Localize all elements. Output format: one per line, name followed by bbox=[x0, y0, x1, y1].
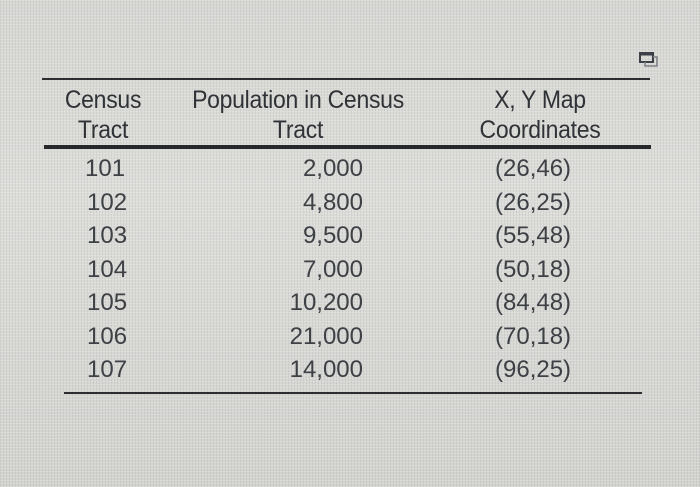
cell-population: 10,200 bbox=[289, 289, 363, 316]
cell-population: 14,000 bbox=[289, 356, 363, 383]
cell-tract: 107 bbox=[87, 356, 128, 383]
cell-population: 4,800 bbox=[302, 188, 363, 216]
cell-coordinates: (96,25) bbox=[495, 356, 572, 383]
cell-population: 2,000 bbox=[302, 155, 363, 182]
cell-tract: 105 bbox=[87, 289, 128, 316]
cell-coordinates: (55,48) bbox=[495, 222, 572, 249]
expand-window-icon[interactable] bbox=[639, 52, 659, 68]
header-line: Census bbox=[64, 86, 142, 114]
header-census-tract: Census Tract bbox=[52, 85, 153, 145]
cell-coordinates: (26,25) bbox=[495, 188, 572, 216]
column-population: 2,000 4,800 9,500 7,000 10,200 21,000 14… bbox=[255, 152, 363, 387]
header-line: Coordinates bbox=[479, 116, 601, 144]
cell-tract: 104 bbox=[87, 255, 128, 283]
table-bottom-rule bbox=[64, 392, 642, 394]
header-line: Population in Census bbox=[192, 86, 404, 114]
cell-tract: 106 bbox=[87, 322, 128, 350]
cell-population: 9,500 bbox=[302, 222, 363, 249]
table-top-rule bbox=[42, 78, 650, 80]
header-line: Tract bbox=[77, 116, 129, 144]
cell-tract: 101 bbox=[85, 155, 126, 182]
cell-coordinates: (26,46) bbox=[495, 155, 572, 182]
column-coordinates: (26,46) (26,25) (55,48) (50,18) (84,48) … bbox=[495, 152, 595, 387]
cell-coordinates: (70,18) bbox=[495, 322, 572, 350]
cell-population: 21,000 bbox=[289, 322, 363, 350]
cell-coordinates: (50,18) bbox=[495, 255, 572, 283]
cell-tract: 102 bbox=[87, 188, 128, 216]
header-coordinates: X, Y Map Coordinates bbox=[457, 85, 623, 145]
column-census-tract: 101 102 103 104 105 106 107 bbox=[85, 152, 165, 387]
header-line: X, Y Map bbox=[494, 86, 586, 114]
header-rule bbox=[44, 145, 651, 149]
header-population: Population in Census Tract bbox=[178, 85, 417, 145]
cell-population: 7,000 bbox=[302, 255, 363, 283]
cell-tract: 103 bbox=[87, 222, 128, 249]
cell-coordinates: (84,48) bbox=[495, 289, 572, 316]
header-line: Tract bbox=[272, 116, 324, 144]
